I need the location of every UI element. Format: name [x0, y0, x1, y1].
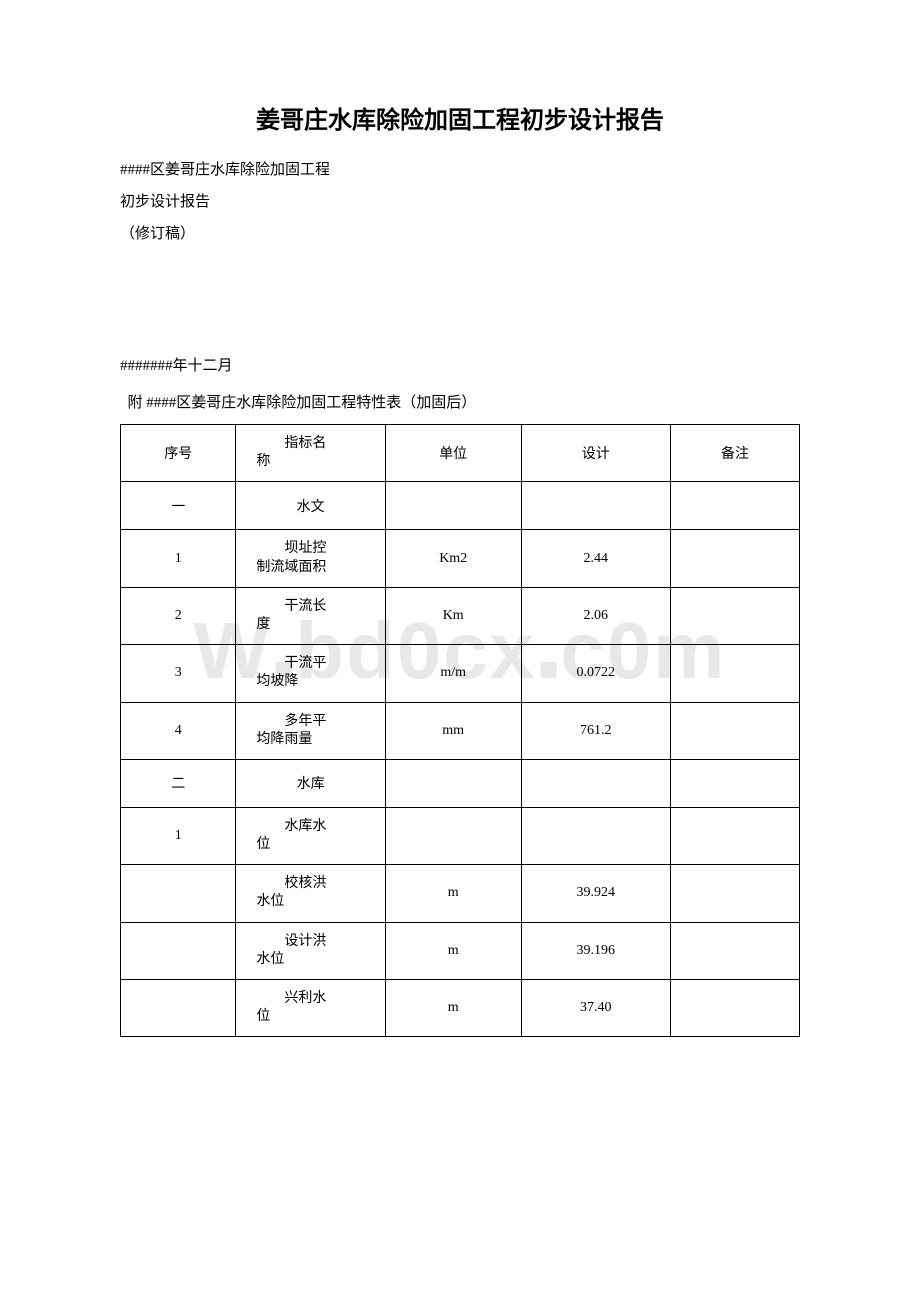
document-content: 姜哥庄水库除险加固工程初步设计报告 ####区姜哥庄水库除险加固工程 初步设计报…: [120, 100, 800, 1037]
cell-design: [521, 482, 670, 530]
cell-design: 761.2: [521, 702, 670, 759]
cell-seq: [121, 922, 236, 979]
cell-design: [521, 759, 670, 807]
table-row: 设计洪水位m39.196: [121, 922, 800, 979]
characteristics-table: 序号 指标名 称 单位 设计 备注 一水文1坝址控制流域面积Km22.442干流…: [120, 424, 800, 1037]
cell-design: 2.44: [521, 530, 670, 587]
cell-design: 39.924: [521, 865, 670, 922]
cell-note: [670, 587, 799, 644]
table-row: 校核洪水位m39.924: [121, 865, 800, 922]
cell-note: [670, 865, 799, 922]
cell-name: 兴利水位: [236, 980, 385, 1037]
cell-seq: 1: [121, 807, 236, 864]
cell-name: 干流长度: [236, 587, 385, 644]
cell-note: [670, 980, 799, 1037]
cell-unit: [385, 807, 521, 864]
cell-design: 39.196: [521, 922, 670, 979]
meta-project: ####区姜哥庄水库除险加固工程: [120, 155, 800, 185]
cell-seq: 一: [121, 482, 236, 530]
cell-note: [670, 922, 799, 979]
cell-name: 水库水位: [236, 807, 385, 864]
table-row: 2干流长度Km2.06: [121, 587, 800, 644]
table-header-row: 序号 指标名 称 单位 设计 备注: [121, 425, 800, 482]
header-seq: 序号: [121, 425, 236, 482]
cell-unit: [385, 482, 521, 530]
meta-date: #######年十二月: [120, 351, 800, 381]
cell-note: [670, 645, 799, 702]
meta-revision: （修订稿）: [120, 219, 800, 249]
cell-name: 校核洪水位: [236, 865, 385, 922]
cell-name: 干流平均坡降: [236, 645, 385, 702]
cell-name: 水文: [236, 482, 385, 530]
table-row: 1水库水位: [121, 807, 800, 864]
cell-seq: [121, 865, 236, 922]
cell-unit: m: [385, 980, 521, 1037]
cell-unit: mm: [385, 702, 521, 759]
cell-seq: 二: [121, 759, 236, 807]
cell-seq: 3: [121, 645, 236, 702]
cell-name: 多年平均降雨量: [236, 702, 385, 759]
cell-note: [670, 530, 799, 587]
table-row: 二水库: [121, 759, 800, 807]
cell-note: [670, 807, 799, 864]
table-row: 4多年平均降雨量mm761.2: [121, 702, 800, 759]
header-note: 备注: [670, 425, 799, 482]
meta-subtitle: 初步设计报告: [120, 187, 800, 217]
cell-unit: m: [385, 922, 521, 979]
cell-note: [670, 759, 799, 807]
table-row: 兴利水位m37.40: [121, 980, 800, 1037]
cell-design: [521, 807, 670, 864]
cell-unit: m: [385, 865, 521, 922]
cell-design: 2.06: [521, 587, 670, 644]
cell-unit: [385, 759, 521, 807]
cell-design: 37.40: [521, 980, 670, 1037]
cell-seq: 4: [121, 702, 236, 759]
header-unit: 单位: [385, 425, 521, 482]
cell-name: 设计洪水位: [236, 922, 385, 979]
header-name: 指标名 称: [236, 425, 385, 482]
cell-seq: 2: [121, 587, 236, 644]
cell-seq: 1: [121, 530, 236, 587]
cell-unit: Km: [385, 587, 521, 644]
table-row: 1坝址控制流域面积Km22.44: [121, 530, 800, 587]
document-title: 姜哥庄水库除险加固工程初步设计报告: [120, 100, 800, 135]
cell-unit: Km2: [385, 530, 521, 587]
cell-design: 0.0722: [521, 645, 670, 702]
cell-seq: [121, 980, 236, 1037]
table-row: 3干流平均坡降m/m0.0722: [121, 645, 800, 702]
cell-note: [670, 482, 799, 530]
cell-name: 坝址控制流域面积: [236, 530, 385, 587]
cell-unit: m/m: [385, 645, 521, 702]
table-caption: 附 ####区姜哥庄水库除险加固工程特性表（加固后）: [120, 391, 800, 412]
cell-note: [670, 702, 799, 759]
table-row: 一水文: [121, 482, 800, 530]
cell-name: 水库: [236, 759, 385, 807]
header-design: 设计: [521, 425, 670, 482]
